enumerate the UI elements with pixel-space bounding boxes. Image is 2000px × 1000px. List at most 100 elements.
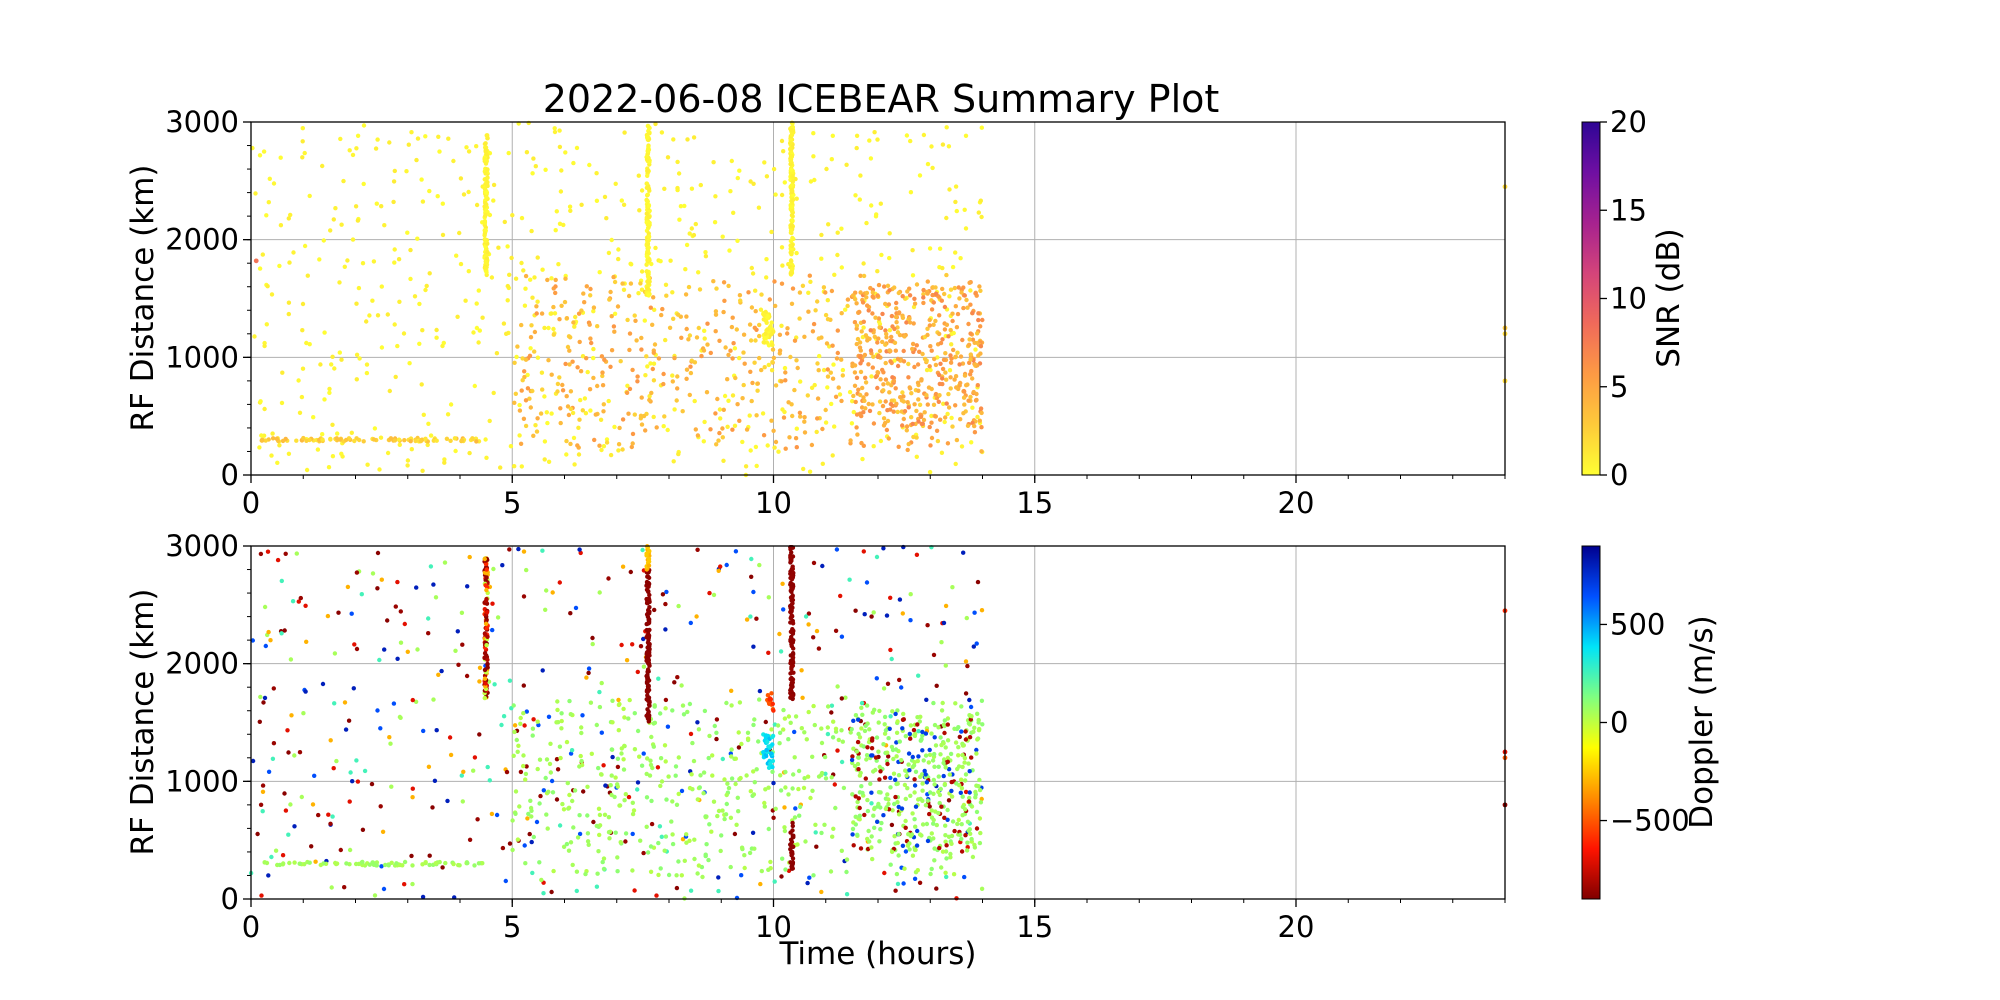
data-point (786, 737, 791, 742)
data-point (514, 354, 519, 360)
data-point (271, 181, 277, 186)
data-point (676, 451, 681, 457)
data-point (659, 130, 665, 135)
data-point (854, 375, 860, 380)
data-point (795, 365, 800, 371)
data-point (752, 717, 757, 722)
data-point (919, 772, 925, 777)
data-point (395, 579, 400, 585)
data-point (936, 725, 941, 730)
data-point (355, 133, 361, 138)
data-point (806, 622, 811, 627)
data-point (315, 447, 321, 452)
data-point (786, 792, 791, 797)
data-point (568, 751, 574, 756)
data-point (907, 768, 912, 773)
data-point (387, 388, 392, 394)
data-point (560, 388, 566, 393)
data-point (853, 814, 858, 819)
x-tick-label: 15 (1016, 910, 1053, 944)
data-point (747, 413, 752, 418)
data-point (465, 860, 470, 866)
data-point (574, 888, 579, 894)
data-point (687, 838, 692, 843)
data-point (464, 145, 469, 150)
data-point (706, 755, 711, 761)
data-point (606, 250, 612, 256)
data-point (978, 351, 983, 356)
data-point (483, 621, 489, 626)
data-point (482, 204, 487, 209)
data-point (825, 385, 830, 390)
data-point (456, 662, 461, 667)
data-point (328, 228, 333, 233)
data-point (694, 614, 699, 619)
data-point (873, 374, 878, 380)
data-point (906, 361, 911, 367)
data-point (844, 162, 849, 167)
data-point (647, 611, 652, 616)
data-point (790, 413, 795, 419)
data-point (948, 375, 953, 380)
data-point (552, 129, 558, 135)
data-point (523, 398, 529, 403)
data-point (645, 640, 651, 645)
data-point (426, 631, 431, 636)
data-point (880, 311, 885, 317)
data-point (894, 306, 899, 311)
data-point (979, 449, 984, 454)
data-point (343, 437, 349, 443)
data-point (769, 418, 774, 423)
data-point (859, 329, 864, 334)
data-point (630, 367, 635, 373)
data-point (420, 468, 425, 473)
data-point (608, 783, 613, 788)
data-point (869, 738, 875, 743)
data-point (613, 181, 618, 186)
data-point (615, 764, 621, 770)
data-point (502, 219, 507, 225)
data-point (972, 362, 978, 367)
data-point (892, 834, 897, 839)
data-point (968, 372, 973, 377)
data-point (944, 272, 949, 278)
data-point (824, 166, 829, 172)
data-point (790, 235, 795, 241)
data-point (610, 698, 615, 703)
data-point (339, 357, 344, 362)
data-point (955, 311, 961, 317)
data-point (682, 858, 687, 863)
data-point (662, 743, 668, 748)
data-point (977, 284, 982, 289)
data-point (831, 719, 836, 724)
data-point (347, 148, 352, 153)
data-point (618, 359, 623, 364)
data-point (737, 418, 742, 423)
data-point (583, 411, 589, 416)
data-point (946, 334, 951, 339)
data-point (307, 860, 312, 865)
data-point (901, 359, 907, 364)
data-point (974, 809, 980, 815)
data-point (491, 182, 497, 188)
data-point (931, 322, 936, 327)
data-point (375, 708, 380, 713)
data-point (402, 621, 407, 627)
data-point (948, 851, 953, 857)
data-point (622, 715, 627, 720)
data-point (874, 554, 880, 560)
data-point (380, 829, 386, 834)
data-point (752, 780, 757, 785)
data-point (815, 361, 820, 366)
data-point (525, 816, 530, 821)
data-point (585, 831, 591, 836)
colorbar-tick-label: 500 (1610, 607, 1665, 641)
data-point (692, 837, 697, 842)
data-point (753, 309, 758, 314)
data-point (405, 649, 410, 654)
data-point (797, 316, 802, 321)
data-point (698, 773, 703, 778)
data-point (920, 822, 926, 827)
data-point (868, 285, 873, 291)
data-point (790, 786, 795, 791)
